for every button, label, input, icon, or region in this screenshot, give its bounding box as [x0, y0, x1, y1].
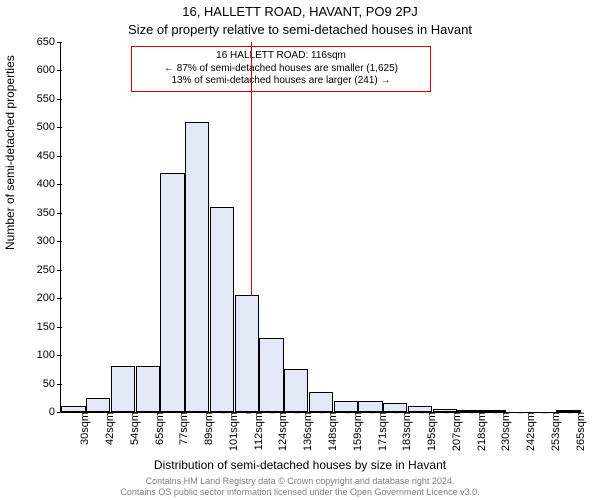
histogram-bar [383, 403, 407, 412]
attribution-line-2: Contains OS public sector information li… [0, 487, 600, 498]
x-tick: 30sqm [73, 412, 91, 445]
histogram-bar [284, 369, 308, 412]
x-tick: 112sqm [247, 412, 265, 450]
histogram-bar [185, 122, 209, 412]
callout-line-2: ← 87% of semi-detached houses are smalle… [138, 63, 424, 76]
y-tick: 650 [15, 36, 61, 48]
x-tick: 42sqm [98, 412, 116, 445]
histogram-bar [235, 295, 259, 412]
x-tick: 77sqm [172, 412, 190, 445]
plot-area: 16 HALLETT ROAD: 116sqm ← 87% of semi-de… [60, 42, 581, 413]
y-tick: 100 [15, 349, 61, 361]
y-tick: 150 [15, 321, 61, 333]
chart-subtitle: Size of property relative to semi-detach… [0, 22, 600, 37]
y-tick: 500 [15, 121, 61, 133]
callout-box: 16 HALLETT ROAD: 116sqm ← 87% of semi-de… [131, 46, 431, 92]
x-tick: 148sqm [321, 412, 339, 451]
x-tick: 265sqm [569, 412, 587, 451]
x-tick: 89sqm [197, 412, 215, 445]
y-tick: 300 [15, 235, 61, 247]
x-tick: 218sqm [470, 412, 488, 451]
histogram-bar [259, 338, 283, 412]
x-tick: 171sqm [371, 412, 389, 451]
histogram-bar [309, 392, 333, 412]
x-tick: 159sqm [346, 412, 364, 451]
x-tick: 242sqm [519, 412, 537, 451]
histogram-bar [86, 398, 110, 412]
y-tick: 250 [15, 264, 61, 276]
attribution: Contains HM Land Registry data © Crown c… [0, 476, 600, 498]
y-tick: 200 [15, 292, 61, 304]
y-tick: 0 [15, 406, 61, 418]
x-tick: 101sqm [222, 412, 240, 451]
chart-title: 16, HALLETT ROAD, HAVANT, PO9 2PJ [0, 4, 600, 19]
x-tick: 183sqm [395, 412, 413, 451]
histogram-bar [136, 366, 160, 412]
x-tick: 253sqm [544, 412, 562, 451]
histogram-bar [111, 366, 135, 412]
x-axis-label: Distribution of semi-detached houses by … [0, 458, 600, 472]
y-tick: 600 [15, 64, 61, 76]
x-tick: 54sqm [123, 412, 141, 445]
x-tick: 65sqm [148, 412, 166, 445]
property-size-chart: 16, HALLETT ROAD, HAVANT, PO9 2PJ Size o… [0, 0, 600, 500]
y-tick: 450 [15, 150, 61, 162]
callout-line-3: 13% of semi-detached houses are larger (… [138, 75, 424, 88]
x-tick: 195sqm [420, 412, 438, 451]
y-tick: 400 [15, 178, 61, 190]
histogram-bar [160, 173, 184, 412]
histogram-bar [210, 207, 234, 412]
x-tick: 124sqm [271, 412, 289, 451]
callout-line-1: 16 HALLETT ROAD: 116sqm [138, 50, 424, 63]
y-tick: 350 [15, 207, 61, 219]
histogram-bar [358, 401, 382, 412]
histogram-bar [334, 401, 358, 412]
attribution-line-1: Contains HM Land Registry data © Crown c… [0, 476, 600, 487]
y-tick: 50 [15, 378, 61, 390]
x-tick: 207sqm [445, 412, 463, 451]
x-tick: 136sqm [296, 412, 314, 451]
y-tick: 550 [15, 93, 61, 105]
x-tick: 230sqm [494, 412, 512, 451]
